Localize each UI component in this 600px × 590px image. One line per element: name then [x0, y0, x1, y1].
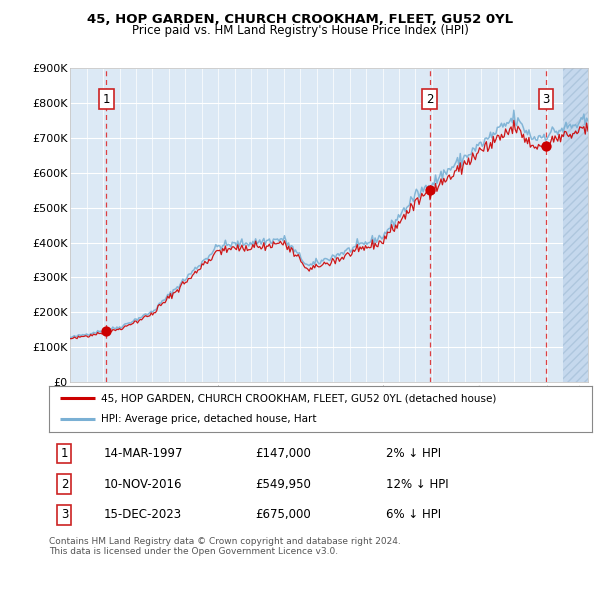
Point: [101, 326, 111, 336]
Text: 3: 3: [542, 93, 550, 106]
Point: [541, 142, 551, 151]
Text: £549,950: £549,950: [256, 477, 311, 491]
Bar: [563, 68, 588, 382]
Text: 1: 1: [103, 93, 110, 106]
Text: 3: 3: [61, 509, 68, 522]
Text: 10-NOV-2016: 10-NOV-2016: [104, 477, 182, 491]
Text: HPI: Average price, detached house, Hart: HPI: Average price, detached house, Hart: [101, 414, 316, 424]
Text: 2: 2: [426, 93, 433, 106]
Text: 2: 2: [61, 477, 68, 491]
Text: Price paid vs. HM Land Registry's House Price Index (HPI): Price paid vs. HM Land Registry's House …: [131, 24, 469, 37]
Text: £675,000: £675,000: [256, 509, 311, 522]
Point: [425, 185, 434, 195]
Text: 14-MAR-1997: 14-MAR-1997: [104, 447, 183, 460]
Text: 12% ↓ HPI: 12% ↓ HPI: [386, 477, 448, 491]
Text: Contains HM Land Registry data © Crown copyright and database right 2024.
This d: Contains HM Land Registry data © Crown c…: [49, 537, 401, 556]
Text: 45, HOP GARDEN, CHURCH CROOKHAM, FLEET, GU52 0YL: 45, HOP GARDEN, CHURCH CROOKHAM, FLEET, …: [87, 13, 513, 26]
Text: 45, HOP GARDEN, CHURCH CROOKHAM, FLEET, GU52 0YL (detached house): 45, HOP GARDEN, CHURCH CROOKHAM, FLEET, …: [101, 394, 496, 404]
Text: 2% ↓ HPI: 2% ↓ HPI: [386, 447, 441, 460]
Text: 6% ↓ HPI: 6% ↓ HPI: [386, 509, 441, 522]
Text: £147,000: £147,000: [256, 447, 311, 460]
Text: 15-DEC-2023: 15-DEC-2023: [104, 509, 182, 522]
Text: 1: 1: [61, 447, 68, 460]
